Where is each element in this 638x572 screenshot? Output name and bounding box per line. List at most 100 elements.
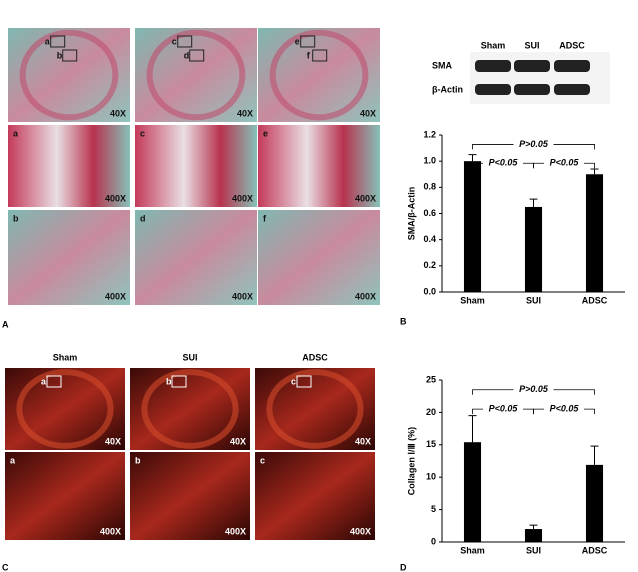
inset-letter: b	[166, 376, 172, 386]
significance-label: P<0.05	[489, 158, 519, 168]
panel-letter: e	[263, 128, 268, 138]
blot-band-label: SMA	[432, 60, 453, 70]
magnification: 40X	[105, 436, 121, 446]
panel-letter: a	[10, 455, 16, 465]
y-tick-label: 20	[426, 407, 436, 417]
micrograph	[258, 210, 380, 305]
magnification: 40X	[355, 436, 371, 446]
micrograph	[258, 28, 380, 122]
micrograph	[135, 28, 257, 122]
tissue-ring	[19, 29, 119, 121]
inset-box	[312, 49, 328, 62]
y-tick-label: 0.2	[423, 260, 436, 270]
tissue-ring	[16, 369, 114, 449]
blot-lane: SUI	[524, 40, 539, 50]
panel-letter: c	[140, 128, 145, 138]
significance-label: P>0.05	[519, 139, 549, 149]
magnification: 400X	[225, 526, 246, 536]
bracket-label-bg	[544, 157, 584, 169]
bracket-label-bg	[513, 383, 554, 395]
micrograph	[255, 452, 375, 540]
tissue-ring	[269, 29, 369, 121]
magnification: 400X	[100, 526, 121, 536]
x-tick-label: Sham	[460, 295, 485, 305]
inset-box	[62, 49, 78, 62]
panel-label: D	[400, 562, 407, 572]
bracket-label-bg	[544, 403, 584, 415]
panel-letter: c	[260, 455, 265, 465]
blot-band	[475, 84, 511, 95]
panel-label: B	[400, 316, 407, 326]
bar	[585, 464, 604, 542]
significance-label: P<0.05	[550, 404, 580, 414]
bracket-label-bg	[513, 138, 554, 150]
bar	[524, 529, 543, 542]
y-tick-label: 0	[431, 536, 436, 546]
blot-band	[554, 84, 590, 95]
magnification: 400X	[355, 291, 376, 301]
micrograph	[135, 210, 257, 305]
column-header: ADSC	[302, 352, 328, 362]
magnification: 400X	[232, 291, 253, 301]
inset-letter: d	[184, 50, 190, 60]
column-header: Sham	[53, 352, 78, 362]
bar	[463, 442, 482, 542]
y-tick-label: 0.6	[423, 208, 436, 218]
y-tick-label: 5	[431, 504, 436, 514]
significance-label: P>0.05	[519, 384, 549, 394]
micrograph	[135, 125, 257, 207]
x-tick-label: ADSC	[582, 295, 608, 305]
tissue-ring	[141, 369, 239, 449]
inset-box	[300, 35, 316, 48]
magnification: 400X	[105, 291, 126, 301]
micrograph	[130, 452, 250, 540]
magnification: 40X	[110, 108, 126, 118]
panel-letter: d	[140, 213, 146, 223]
y-tick-label: 10	[426, 472, 436, 482]
blot-lane: Sham	[481, 40, 506, 50]
panel-letter: b	[13, 213, 19, 223]
bar	[463, 161, 482, 292]
blot-frame	[470, 52, 610, 104]
micrograph	[8, 125, 130, 207]
x-tick-label: SUI	[526, 545, 541, 555]
micrograph	[5, 452, 125, 540]
bar	[585, 174, 604, 292]
inset-letter: b	[57, 50, 63, 60]
inset-box	[50, 35, 66, 48]
y-tick-label: 0.0	[423, 286, 436, 296]
magnification: 400X	[355, 193, 376, 203]
panel-letter: a	[13, 128, 19, 138]
micrograph	[8, 28, 130, 122]
inset-letter: e	[295, 36, 300, 46]
y-tick-label: 1.2	[423, 129, 436, 139]
blot-band	[475, 60, 511, 72]
magnification: 40X	[360, 108, 376, 118]
bar	[524, 206, 543, 292]
blot-band-label: β-Actin	[432, 84, 463, 94]
y-tick-label: 0.8	[423, 182, 436, 192]
y-tick-label: 1.0	[423, 156, 436, 166]
x-tick-label: SUI	[526, 295, 541, 305]
blot-band	[554, 60, 590, 72]
inset-box	[177, 35, 193, 48]
inset-box	[171, 375, 187, 388]
inset-letter: c	[291, 376, 296, 386]
blot-band	[514, 60, 550, 72]
y-tick-label: 25	[426, 374, 436, 384]
micrograph	[258, 125, 380, 207]
magnification: 40X	[237, 108, 253, 118]
tissue-ring	[146, 29, 246, 121]
inset-box	[296, 375, 312, 388]
micrograph	[8, 210, 130, 305]
micrograph	[130, 368, 250, 450]
micrograph	[5, 368, 125, 450]
inset-box	[189, 49, 205, 62]
bracket-label-bg	[483, 403, 523, 415]
significance-label: P<0.05	[489, 404, 519, 414]
panel-label: A	[2, 319, 9, 329]
magnification: 400X	[232, 193, 253, 203]
panel-letter: b	[135, 455, 141, 465]
magnification: 40X	[230, 436, 246, 446]
